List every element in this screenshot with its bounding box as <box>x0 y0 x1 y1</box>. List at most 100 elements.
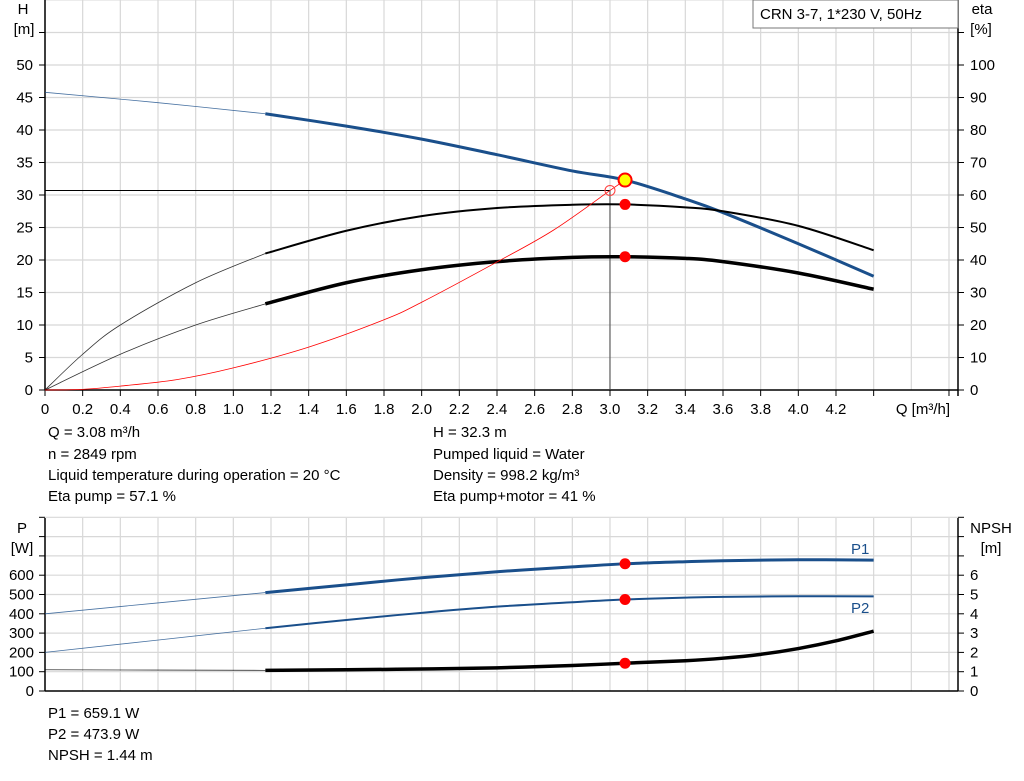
x-tick-label: 2.8 <box>562 401 583 418</box>
y-axis-name-left: P <box>17 520 27 537</box>
x-tick-label: 3.6 <box>713 401 734 418</box>
y-tick-label-right: 40 <box>970 252 987 269</box>
y-axis-name-right: NPSH <box>970 520 1012 537</box>
P2-curve <box>265 595 874 630</box>
x-tick-label: 0.4 <box>110 401 131 418</box>
head-operating-point <box>617 172 633 188</box>
y-tick-label-right: 30 <box>970 285 987 302</box>
liquid-readout: Pumped liquid = Water <box>433 446 585 463</box>
NPSH-curve-extrapolated <box>44 669 266 671</box>
eta-total-readout: Eta pump+motor = 41 % <box>433 488 596 505</box>
y-tick-label-left: 5 <box>25 350 33 367</box>
y-axis-unit-right: [%] <box>970 21 992 38</box>
y-tick-label-left: 300 <box>9 625 34 642</box>
y-tick-label-right: 6 <box>970 567 978 584</box>
y-axis-name-left: H <box>18 1 29 18</box>
eta_pump_motor-curve-extrapolated <box>44 303 266 391</box>
x-tick-label: 4.0 <box>788 401 809 418</box>
P2-curve-extrapolated <box>44 627 266 653</box>
y-tick-label-left: 50 <box>16 57 33 74</box>
P1-curve <box>265 558 874 595</box>
y-tick-label-left: 15 <box>16 285 33 302</box>
y-tick-label-right: 3 <box>970 625 978 642</box>
system_curve-curve <box>44 190 611 391</box>
x-tick-label: 3.8 <box>750 401 771 418</box>
eta_pump-curve <box>265 203 874 255</box>
y-tick-label-right: 4 <box>970 606 978 623</box>
P2-series-label: P2 <box>851 600 869 617</box>
eta-pump-operating-point <box>619 198 631 210</box>
requested-duty-point <box>604 184 616 196</box>
y-tick-label-left: 400 <box>9 606 34 623</box>
y-tick-label-left: 200 <box>9 644 34 661</box>
eta_pump_motor-curve <box>264 254 875 306</box>
head-readout: H = 32.3 m <box>433 424 507 441</box>
eta_pump-curve-extrapolated <box>44 253 266 391</box>
flow-readout: Q = 3.08 m³/h <box>48 424 141 441</box>
eta-total-operating-point <box>619 251 631 263</box>
x-tick-label: 1.4 <box>298 401 319 418</box>
y-tick-label-right: 60 <box>970 187 987 204</box>
y-tick-label-left: 10 <box>16 317 33 334</box>
power-npsh-chart: 0 100 200 300 400 500 600 0 1 2 3 4 5 6 P [W] NPSH [m] P1 P… <box>9 516 1012 700</box>
y-axis-name-right: eta <box>972 1 994 18</box>
y-axis-unit-left: [m] <box>14 21 35 38</box>
x-tick-label: 1.6 <box>336 401 357 418</box>
x-tick-label: 2.6 <box>524 401 545 418</box>
y-tick-label-right: 2 <box>970 644 978 661</box>
x-axis-label: Q [m³/h] <box>896 401 950 418</box>
y-tick-label-right: 10 <box>970 350 987 367</box>
x-tick-label: 0.6 <box>148 401 169 418</box>
npsh-readout: NPSH = 1.44 m <box>48 747 153 764</box>
y-tick-label-left: 40 <box>16 122 33 139</box>
y-tick-label-right: 5 <box>970 587 978 604</box>
y-tick-label-right: 0 <box>970 683 978 700</box>
density-readout: Density = 998.2 kg/m³ <box>433 467 580 484</box>
x-tick-label: 4.2 <box>826 401 847 418</box>
temperature-readout: Liquid temperature during operation = 20… <box>48 467 341 484</box>
x-tick-label: 2.0 <box>411 401 432 418</box>
x-tick-label: 0.2 <box>72 401 93 418</box>
y-tick-label-left: 30 <box>16 187 33 204</box>
y-tick-label-right: 20 <box>970 317 987 334</box>
x-tick-label: 0 <box>41 401 49 418</box>
p1-operating-point <box>619 558 631 570</box>
y-axis-unit-left: [W] <box>11 540 34 557</box>
y-tick-label-right: 70 <box>970 155 987 172</box>
p2-operating-point <box>619 594 631 606</box>
x-tick-label: 1.0 <box>223 401 244 418</box>
y-tick-label-left: 45 <box>16 90 33 107</box>
y-tick-label-right: 1 <box>970 664 978 681</box>
x-tick-label: 3.0 <box>600 401 621 418</box>
title-box <box>752 0 959 29</box>
x-tick-label: 1.2 <box>261 401 282 418</box>
npsh-operating-point <box>619 657 631 669</box>
x-tick-label: 1.8 <box>374 401 395 418</box>
NPSH-curve <box>265 629 875 673</box>
y-tick-label-left: 600 <box>9 567 34 584</box>
y-axis-unit-right: [m] <box>981 540 1002 557</box>
p1-readout: P1 = 659.1 W <box>48 705 140 722</box>
performance-chart: 0 5 10 15 20 25 30 35 40 45 50 0 10 20 30 40 50 60 70 80 90 1… <box>14 0 995 418</box>
y-tick-label-right: 50 <box>970 220 987 237</box>
x-tick-label: 2.2 <box>449 401 470 418</box>
y-tick-label-right: 0 <box>970 382 978 399</box>
y-tick-label-left: 20 <box>16 252 33 269</box>
H-curve <box>265 112 875 278</box>
y-tick-label-left: 500 <box>9 587 34 604</box>
p2-readout: P2 = 473.9 W <box>48 726 140 743</box>
y-tick-label-right: 100 <box>970 57 995 74</box>
y-tick-label-left: 35 <box>16 155 33 172</box>
H-curve-extrapolated <box>44 91 266 115</box>
x-tick-label: 3.2 <box>637 401 658 418</box>
x-tick-label: 3.4 <box>675 401 696 418</box>
P1-curve-extrapolated <box>44 592 266 615</box>
y-tick-label-left: 0 <box>25 382 33 399</box>
y-tick-label-left: 25 <box>16 220 33 237</box>
x-tick-label: 2.4 <box>487 401 508 418</box>
speed-readout: n = 2849 rpm <box>48 446 137 463</box>
y-tick-label-right: 80 <box>970 122 987 139</box>
eta-pump-readout: Eta pump = 57.1 % <box>48 488 176 505</box>
